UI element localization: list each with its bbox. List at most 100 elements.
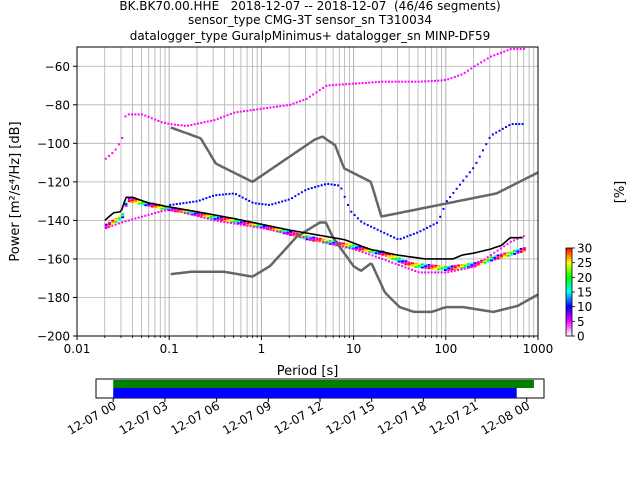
- histogram-cell: [463, 263, 467, 266]
- timeline-tick-label: 12-07 00: [65, 398, 119, 437]
- histogram-cell: [496, 249, 499, 252]
- histogram-cell: [108, 223, 112, 226]
- histogram-cell: [447, 267, 451, 270]
- histogram-cell: [434, 79, 437, 82]
- histogram-cell: [325, 84, 328, 87]
- histogram-cell: [262, 227, 265, 230]
- histogram-cell: [401, 80, 404, 83]
- histogram-cell: [266, 226, 270, 229]
- histogram-cell: [200, 214, 204, 216]
- histogram-cell: [407, 261, 411, 264]
- histogram-cell: [193, 123, 196, 126]
- histogram-cell: [305, 97, 308, 100]
- histogram-cell: [246, 222, 250, 225]
- histogram-cell: [341, 242, 345, 245]
- histogram-cell: [434, 264, 438, 267]
- histogram-cell: [470, 264, 474, 267]
- histogram-cell: [264, 203, 267, 206]
- histogram-cell: [430, 271, 433, 274]
- histogram-cell: [503, 255, 507, 258]
- y-tick-label: −180: [37, 291, 70, 305]
- histogram-cell: [513, 239, 516, 242]
- histogram-cell: [229, 218, 233, 220]
- histogram-cell: [410, 80, 413, 83]
- histogram-cell: [434, 268, 438, 270]
- histogram-cell: [364, 248, 368, 251]
- histogram-cell: [212, 194, 214, 197]
- histogram-cell: [305, 235, 309, 238]
- histogram-cell: [117, 143, 120, 146]
- histogram-cell: [522, 248, 526, 251]
- histogram-cell: [453, 268, 457, 270]
- x-axis-ticks: 0.01 0.1 1 10 100 1000: [64, 336, 553, 356]
- histogram-cell: [460, 265, 464, 268]
- histogram-cell: [228, 192, 231, 195]
- histogram-cell: [345, 246, 348, 249]
- histogram-cell: [299, 236, 302, 239]
- histogram-cell: [317, 185, 320, 188]
- histogram-cell: [434, 271, 437, 274]
- histogram-cell: [401, 258, 405, 261]
- histogram-cell: [414, 262, 418, 265]
- histogram-cell: [522, 47, 525, 50]
- histogram-cell: [345, 244, 349, 247]
- histogram-cell: [210, 119, 213, 122]
- histogram-cell: [289, 230, 293, 233]
- histogram-cell: [147, 205, 151, 207]
- histogram-cell: [157, 119, 160, 122]
- histogram-cell: [172, 203, 175, 206]
- histogram-cell: [331, 243, 334, 246]
- histogram-cell: [167, 122, 170, 125]
- histogram-cell: [424, 265, 428, 268]
- histogram-cell: [121, 214, 125, 217]
- histogram-cell: [351, 244, 355, 247]
- histogram-cell: [358, 249, 361, 252]
- histogram-cell: [347, 203, 349, 206]
- histogram-cell: [249, 109, 252, 112]
- histogram-cell: [457, 269, 460, 272]
- histogram-cell: [503, 50, 506, 53]
- histogram-cell: [108, 221, 112, 224]
- histogram-cell: [269, 228, 272, 231]
- histogram-cell: [213, 219, 216, 222]
- histogram-cell: [343, 195, 346, 198]
- histogram-cell: [470, 262, 474, 265]
- histogram-cell: [243, 224, 246, 227]
- histogram-cell: [466, 263, 470, 265]
- timeline-tick-label: 12-07 09: [220, 398, 274, 437]
- histogram-cell: [330, 183, 333, 186]
- histogram-cell: [203, 216, 206, 219]
- histogram-cell: [124, 115, 127, 118]
- grid: [76, 47, 538, 337]
- histogram-cell: [308, 239, 312, 241]
- histogram-cell: [302, 237, 306, 240]
- histogram-cell: [271, 203, 274, 206]
- histogram-cell: [275, 105, 278, 108]
- histogram-cell: [407, 267, 410, 270]
- histogram-cell: [249, 225, 252, 228]
- histogram-cell: [192, 200, 195, 203]
- histogram-cell: [137, 113, 140, 116]
- histogram-cell: [443, 269, 447, 271]
- histogram-cell: [364, 81, 367, 84]
- histogram-cell: [297, 193, 300, 196]
- histogram-cell: [248, 199, 251, 202]
- histogram-cell: [315, 91, 318, 94]
- histogram-cell: [460, 73, 463, 76]
- histogram-cell: [221, 193, 224, 196]
- colorbar-tick-label: 20: [577, 271, 592, 285]
- histogram-cell: [328, 239, 332, 242]
- histogram-cell: [420, 265, 424, 267]
- histogram-cell: [285, 232, 288, 235]
- histogram-cell: [134, 201, 138, 204]
- title-line-1: BK.BK70.00.HHE 2018-12-07 -- 2018-12-07 …: [119, 0, 501, 13]
- histogram-cell: [104, 227, 107, 230]
- histogram-cell: [516, 252, 520, 254]
- histogram-cell: [460, 264, 464, 266]
- histogram-cell: [519, 247, 523, 250]
- histogram-cell: [170, 208, 173, 211]
- histogram-cell: [239, 223, 242, 226]
- histogram-cell: [325, 239, 329, 242]
- histogram-cell: [187, 211, 191, 214]
